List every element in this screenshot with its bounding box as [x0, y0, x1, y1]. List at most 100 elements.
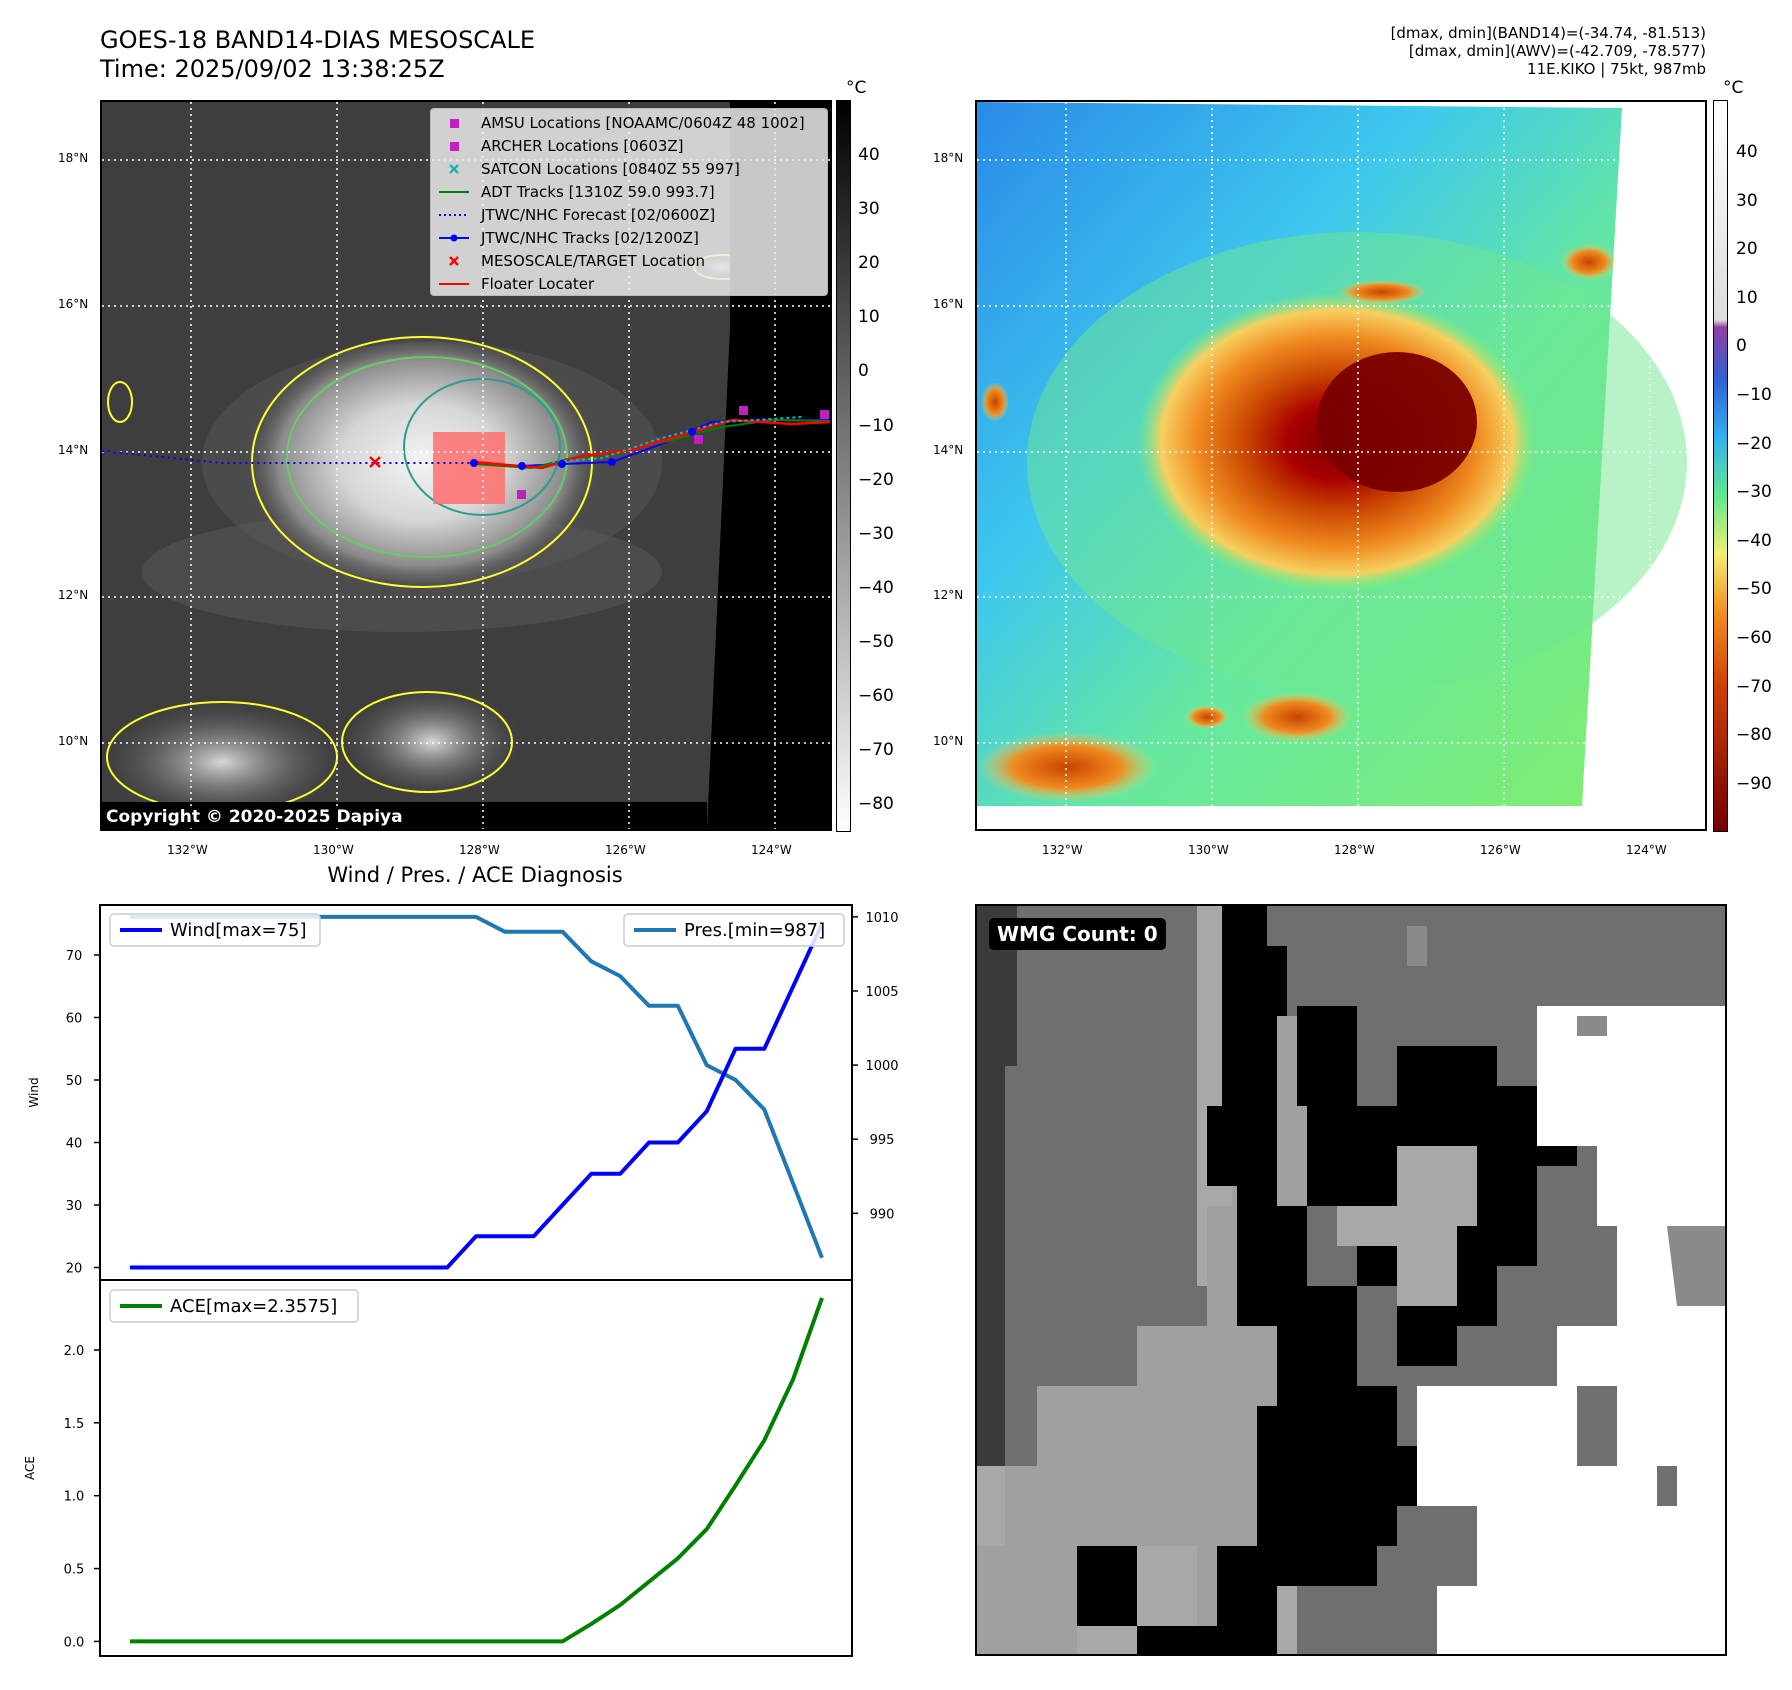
legend-label: SATCON Locations [0840Z 55 997]	[481, 160, 740, 178]
legend-entry: ARCHER Locations [0603Z]	[431, 135, 827, 158]
colorbar-tick-label: 40	[1736, 142, 1758, 162]
title-line-2: Time: 2025/09/02 13:38:25Z	[100, 55, 445, 83]
pressure-legend-label: Pres.[min=987]	[684, 920, 825, 941]
wind-pressure-axes-frame	[99, 904, 853, 1281]
colorbar-tick-label: −30	[1736, 482, 1772, 503]
colorbar-tick-label: −80	[858, 794, 894, 815]
colorbar-tick-label: 30	[858, 199, 880, 220]
pressure-legend-box	[623, 913, 845, 947]
legend-marker-icon	[437, 158, 471, 181]
colorbar-tick-label: −60	[1736, 628, 1772, 648]
ace-tick-label: 1.5	[64, 1417, 85, 1432]
ir-lon-label: 128°W	[459, 843, 500, 857]
awv-colorbar	[1713, 100, 1728, 832]
legend-entry: JTWC/NHC Forecast [02/0600Z]	[431, 204, 827, 227]
copyright-notice: Copyright © 2020-2025 Dapiya	[102, 807, 407, 827]
legend-marker-icon	[437, 112, 471, 135]
ir-lon-label: 124°W	[751, 843, 792, 857]
ir-lat-label: 18°N	[58, 151, 89, 165]
colorbar-tick-label: −60	[858, 686, 894, 706]
ir-satellite-map: AMSU Locations [NOAAMC/0604Z 48 1002] ARC…	[100, 100, 832, 831]
ir-lat-label: 14°N	[58, 443, 89, 457]
ace-tick-label: 2.0	[64, 1344, 85, 1359]
legend-marker-icon	[437, 250, 471, 273]
legend-label: JTWC/NHC Tracks [02/1200Z]	[481, 229, 699, 247]
awv-lon-label: 126°W	[1480, 843, 1521, 857]
colorbar-tick-label: 10	[1736, 287, 1758, 308]
awv-lon-label: 130°W	[1188, 843, 1229, 857]
wind-legend-label: Wind[max=75]	[170, 920, 307, 941]
pressure-tick-label: 1010	[865, 911, 898, 926]
legend-label: JTWC/NHC Forecast [02/0600Z]	[481, 206, 716, 224]
awv-lat-label: 16°N	[933, 297, 964, 311]
wind-tick-label: 60	[66, 1012, 83, 1027]
colorbar-tick-label: 10	[858, 307, 880, 328]
legend-entry: AMSU Locations [NOAAMC/0604Z 48 1002]	[431, 112, 827, 135]
colorbar-tick-label: −80	[1736, 725, 1772, 746]
colorbar-tick-label: −40	[858, 577, 894, 598]
colorbar-tick-label: −30	[858, 523, 894, 544]
awv-lat-label: 14°N	[933, 443, 964, 457]
info-line-1: [dmax, dmin](BAND14)=(-34.74, -81.513)	[1390, 24, 1706, 42]
colorbar-tick-label: −20	[858, 469, 894, 490]
colorbar-tick-label: 30	[1736, 190, 1758, 211]
colorbar-tick-label: −70	[858, 740, 894, 761]
chart-title: Wind / Pres. / ACE Diagnosis	[327, 863, 623, 887]
ace-tick-label: 0.0	[64, 1635, 85, 1650]
legend-entry: MESOSCALE/TARGET Location	[431, 250, 827, 273]
colorbar-tick-label: 0	[1736, 336, 1747, 357]
legend-marker-icon	[437, 135, 471, 158]
legend-entry: Floater Locater	[431, 273, 827, 296]
colorbar-tick-label: −50	[1736, 579, 1772, 600]
colorbar-tick-label: 20	[858, 253, 880, 274]
awv-imagery	[977, 102, 1705, 829]
ace-tick-label: 0.5	[64, 1563, 85, 1578]
colorbar-tick-label: −40	[1736, 530, 1772, 551]
figure-title: GOES-18 BAND14-DIAS MESOSCALE Time: 2025…	[100, 26, 535, 84]
wmg-imagery	[977, 906, 1725, 1654]
colorbar-tick-label: −10	[858, 415, 894, 436]
legend-entry: JTWC/NHC Tracks [02/1200Z]	[431, 227, 827, 250]
ace-axis-label: ACE	[23, 1456, 37, 1480]
pressure-tick-label: 995	[870, 1133, 895, 1148]
legend-label: MESOSCALE/TARGET Location	[481, 252, 706, 270]
ace-series-line	[130, 1297, 824, 1644]
ir-lon-label: 130°W	[313, 843, 354, 857]
legend-label: AMSU Locations [NOAAMC/0604Z 48 1002]	[481, 114, 805, 132]
awv-lat-label: 12°N	[933, 588, 964, 602]
ir-lat-label: 12°N	[58, 588, 89, 602]
ir-lat-label: 16°N	[58, 297, 89, 311]
awv-satellite-map	[975, 100, 1707, 831]
info-line-3: 11E.KIKO | 75kt, 987mb	[1527, 60, 1706, 78]
colorbar-tick-label: −90	[1736, 773, 1772, 794]
awv-lon-label: 124°W	[1626, 843, 1667, 857]
legend-label: ADT Tracks [1310Z 59.0 993.7]	[481, 183, 715, 201]
colorbar-tick-label: 20	[1736, 239, 1758, 260]
pressure-tick-label: 990	[870, 1207, 895, 1222]
legend-marker-icon	[437, 204, 471, 227]
colorbar-tick-label: −70	[1736, 676, 1772, 697]
pressure-tick-label: 1005	[865, 985, 898, 1000]
awv-lon-label: 132°W	[1042, 843, 1083, 857]
info-line-2: [dmax, dmin](AWV)=(-42.709, -78.577)	[1408, 42, 1706, 60]
legend-entry: SATCON Locations [0840Z 55 997]	[431, 158, 827, 181]
wind-tick-label: 40	[66, 1137, 83, 1152]
awv-lat-label: 10°N	[933, 734, 964, 748]
title-line-1: GOES-18 BAND14-DIAS MESOSCALE	[100, 26, 536, 54]
wind-axis-label: Wind	[27, 1077, 41, 1107]
legend-marker-icon	[437, 181, 471, 204]
wind-legend-box	[109, 913, 321, 947]
ace-legend-box	[109, 1289, 359, 1323]
ir-legend-entries: AMSU Locations [NOAAMC/0604Z 48 1002] ARC…	[431, 112, 827, 296]
colorbar-tick-label: −50	[858, 631, 894, 652]
legend-label: ARCHER Locations [0603Z]	[481, 137, 684, 155]
pressure-tick-label: 1000	[865, 1059, 898, 1074]
wmg-panel: WMG Count: 0	[975, 904, 1727, 1656]
ir-lon-label: 132°W	[167, 843, 208, 857]
ir-colorbar-unit: °C	[846, 78, 867, 98]
awv-colorbar-unit: °C	[1723, 78, 1744, 98]
ir-lon-label: 126°W	[605, 843, 646, 857]
wind-tick-label: 30	[66, 1199, 83, 1214]
ace-axes-frame	[99, 1279, 853, 1657]
wind-tick-label: 70	[66, 949, 83, 964]
